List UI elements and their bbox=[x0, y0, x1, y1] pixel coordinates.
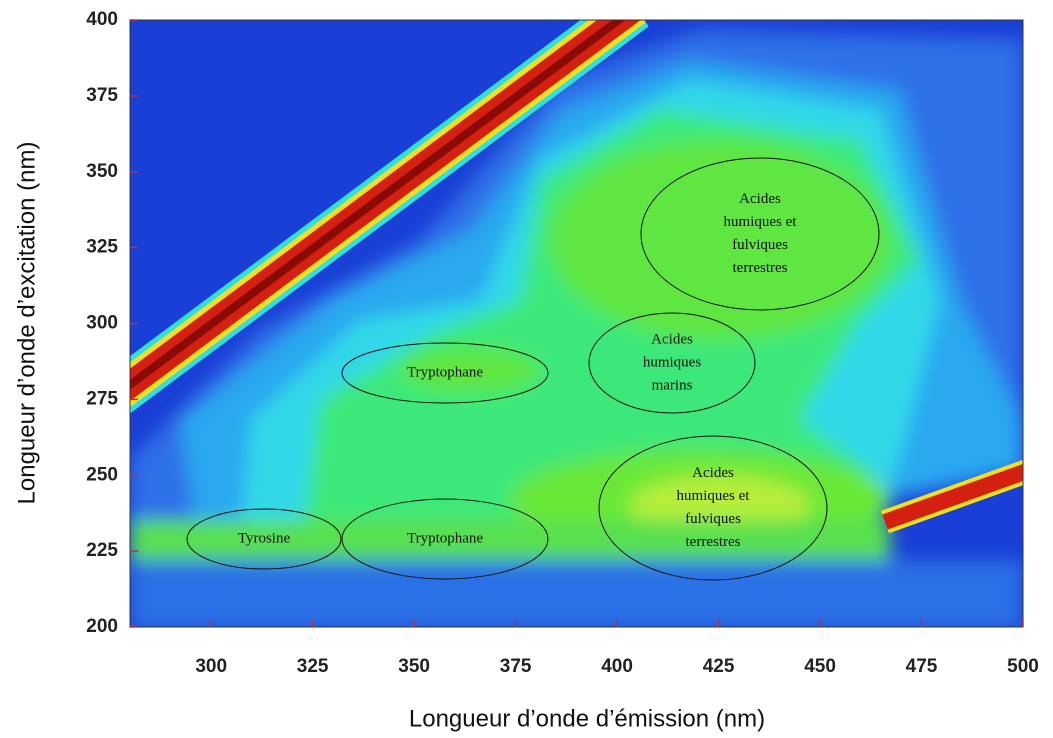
region-label: fulviques bbox=[732, 237, 788, 253]
x-tick-label: 350 bbox=[398, 656, 430, 677]
y-tick-label: 300 bbox=[86, 313, 118, 334]
x-tick-label: 425 bbox=[703, 656, 735, 677]
region-label: Tryptophane bbox=[407, 364, 483, 380]
region-ellipse bbox=[588, 312, 756, 414]
region-label: Acides bbox=[651, 331, 693, 347]
region-label: terrestres bbox=[733, 260, 788, 276]
y-tick-label: 350 bbox=[86, 161, 118, 182]
x-tick-label: 300 bbox=[195, 656, 227, 677]
y-tick-label: 400 bbox=[86, 9, 118, 30]
region-label: fulviques bbox=[685, 511, 741, 527]
contour-field bbox=[130, 20, 1023, 627]
region-label: Acides bbox=[739, 191, 781, 207]
y-tick-label: 200 bbox=[86, 616, 118, 637]
region-label: Tryptophane bbox=[407, 530, 483, 546]
y-axis-title: Longueur d’onde d’excitation (nm) bbox=[13, 142, 40, 505]
region-ellipse bbox=[341, 498, 549, 580]
y-tick-label: 275 bbox=[86, 388, 118, 409]
y-tick-label: 325 bbox=[86, 237, 118, 258]
x-tick-label: 500 bbox=[1007, 656, 1039, 677]
region-label: humiques bbox=[643, 354, 701, 370]
x-tick-label: 450 bbox=[804, 656, 836, 677]
x-tick-label: 375 bbox=[500, 656, 532, 677]
region-ellipse bbox=[186, 508, 342, 570]
region-label: marins bbox=[652, 377, 693, 393]
x-tick-label: 325 bbox=[297, 656, 329, 677]
region-label: humiques et bbox=[724, 214, 798, 230]
region-label: humiques et bbox=[677, 488, 751, 504]
region-label: terrestres bbox=[686, 534, 741, 550]
region-ellipse bbox=[640, 157, 880, 311]
region-ellipse bbox=[598, 435, 828, 581]
x-tick-label: 475 bbox=[906, 656, 938, 677]
y-tick-label: 250 bbox=[86, 464, 118, 485]
region-label: Tyrosine bbox=[238, 530, 291, 546]
x-tick-label: 400 bbox=[601, 656, 633, 677]
region-label: Acides bbox=[692, 465, 734, 481]
y-tick-label: 375 bbox=[86, 85, 118, 106]
region-ellipse bbox=[341, 342, 549, 404]
x-axis-title: Longueur d’onde d’émission (nm) bbox=[409, 705, 765, 732]
y-tick-label: 225 bbox=[86, 540, 118, 561]
